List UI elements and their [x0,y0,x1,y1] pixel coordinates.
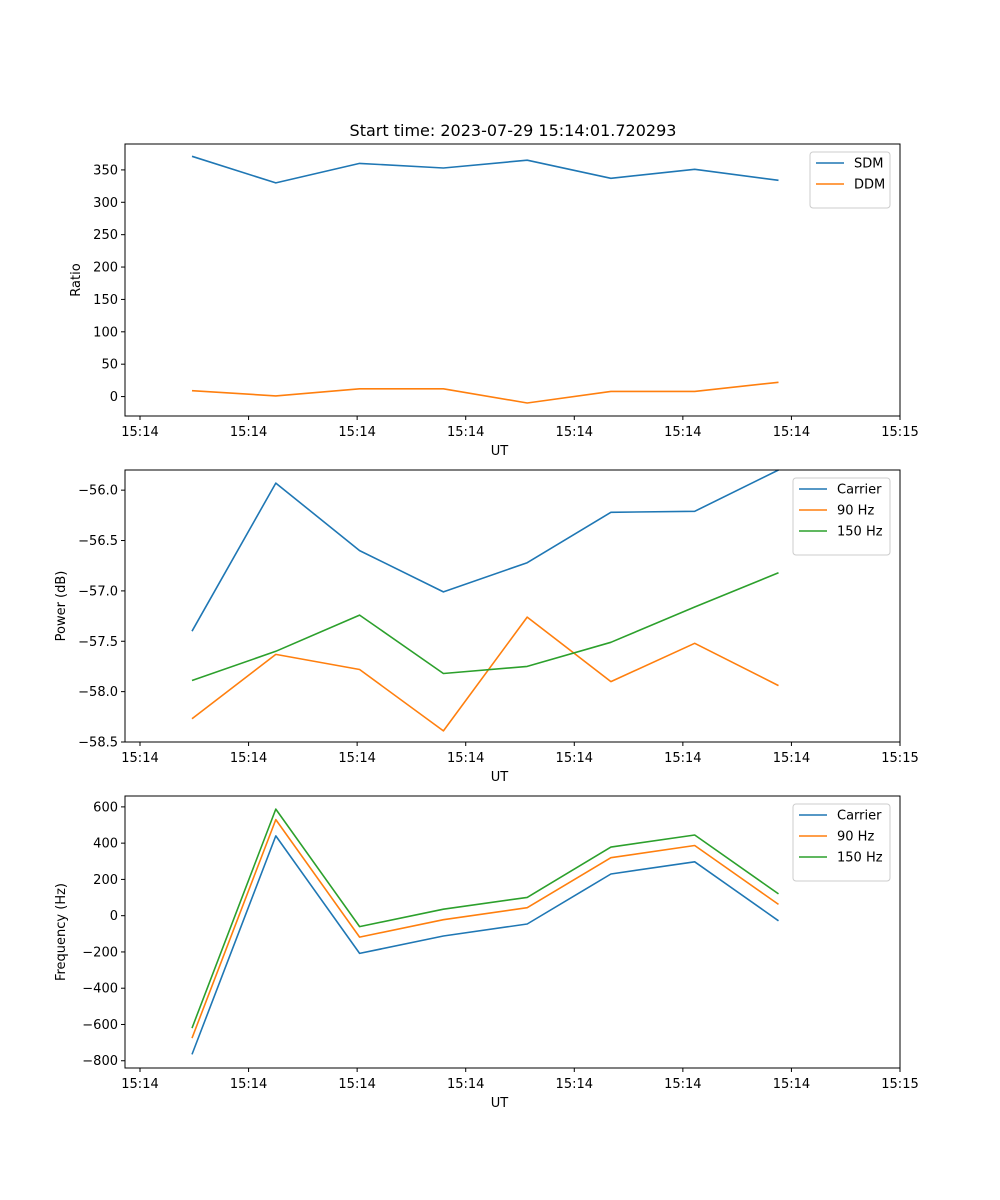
chart-panel-2: −58.5 −58.0 −57.5 −57.0 −56.5 −56.0 15:14 15:14… [54,469,919,785]
x-tick-label: 15:14 [121,1077,158,1092]
y-tick-label: 300 [93,196,118,211]
x-axis-label: UT [491,444,509,459]
legend-label: 150 Hz [837,525,883,540]
series-line-ddm [191,381,779,404]
y-tick-label: −58.5 [78,736,118,751]
legend-label: 90 Hz [837,830,874,845]
x-tick-label: 15:14 [338,425,375,440]
y-tick-label: −800 [82,1054,118,1069]
x-tick-label: 15:14 [664,1077,701,1092]
x-tick-label: 15:14 [230,1077,267,1092]
y-tick-label: −400 [82,982,118,997]
x-tick-label: 15:14 [230,425,267,440]
legend-box [809,151,891,209]
chart-panel-1: 0 50 100 150 200 250 300 350 15:14 15:14 15:14 15:1… [69,143,919,459]
legend: SDM DDM [809,151,891,209]
x-tick-label: 15:14 [121,425,158,440]
y-tick-label: 200 [93,873,118,888]
legend: Carrier 90 Hz 150 Hz [792,477,891,556]
x-tick-label: 15:15 [881,425,918,440]
x-tick-label: 15:14 [121,751,158,766]
series-line-150-hz [191,572,779,682]
series-line-150-hz [191,808,779,1029]
plot-frame [124,469,901,743]
series-line-carrier [191,469,779,632]
y-axis-label: Power (dB) [54,571,69,642]
x-tick-label: 15:14 [773,425,810,440]
legend-box [792,477,891,556]
y-tick-label: −56.5 [78,534,118,549]
series-line-carrier [191,835,779,1055]
x-tick-label: 15:14 [773,1077,810,1092]
y-tick-label: −57.5 [78,635,118,650]
x-tick-label: 15:14 [664,751,701,766]
x-tick-label: 15:14 [664,425,701,440]
y-axis-label: Frequency (Hz) [54,883,69,981]
legend-label: Carrier [837,483,882,498]
y-tick-label: 400 [93,837,118,852]
y-tick-label: 600 [93,800,118,815]
x-axis-label: UT [491,770,509,785]
x-tick-label: 15:14 [447,751,484,766]
series-line-sdm [191,155,779,184]
y-tick-label: 250 [93,228,118,243]
y-tick-label: 350 [93,163,118,178]
legend-label: 150 Hz [837,851,883,866]
x-tick-label: 15:14 [556,1077,593,1092]
y-tick-label: −56.0 [78,484,118,499]
y-tick-label: 150 [93,293,118,308]
x-tick-label: 15:14 [338,751,375,766]
x-tick-label: 15:14 [447,425,484,440]
y-tick-label: −200 [82,945,118,960]
y-tick-label: 50 [101,358,118,373]
legend-box [792,803,891,882]
plot-frame [124,143,901,417]
chart-panel-3: −800 −600 −400 −200 0 200 400 600 15:14 15:14 15:1… [54,795,919,1111]
legend-label: Carrier [837,809,882,824]
y-tick-label: 100 [93,325,118,340]
y-tick-label: −57.0 [78,584,118,599]
y-axis-label: Ratio [69,263,84,296]
y-tick-label: 200 [93,261,118,276]
y-tick-label: 0 [110,909,118,924]
y-tick-label: 0 [110,390,118,405]
y-tick-label: −58.0 [78,685,118,700]
legend-label: 90 Hz [837,504,874,519]
x-tick-label: 15:15 [881,751,918,766]
x-axis-label: UT [491,1096,509,1111]
series-line-90-hz [191,818,779,1039]
series-line-90-hz [191,616,779,732]
figure-title: Start time: 2023-07-29 15:14:01.720293 [350,121,677,140]
x-tick-label: 15:14 [338,1077,375,1092]
y-tick-label: −600 [82,1018,118,1033]
x-tick-label: 15:14 [447,1077,484,1092]
x-tick-label: 15:15 [881,1077,918,1092]
x-tick-label: 15:14 [556,425,593,440]
legend: Carrier 90 Hz 150 Hz [792,803,891,882]
legend-label: SDM [854,157,883,172]
legend-label: DDM [854,178,885,193]
plot-frame [124,795,901,1069]
x-tick-label: 15:14 [556,751,593,766]
x-tick-label: 15:14 [773,751,810,766]
x-tick-label: 15:14 [230,751,267,766]
